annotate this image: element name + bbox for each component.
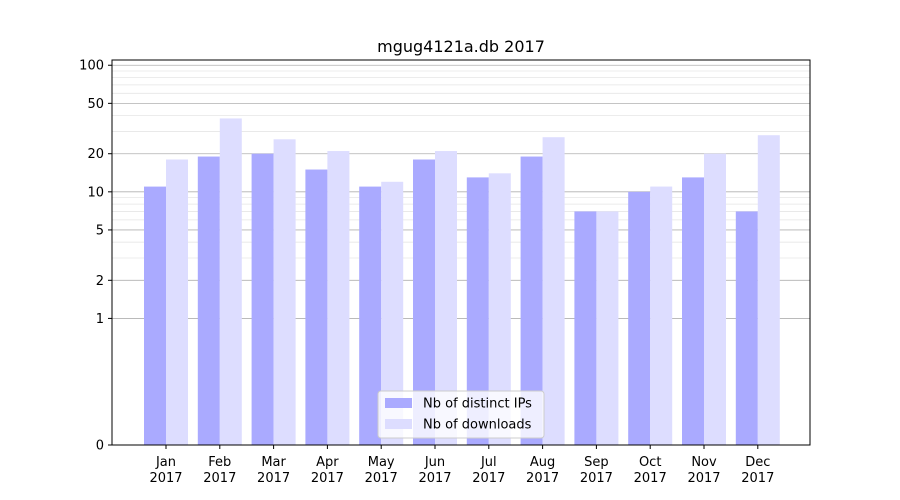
- bars: [144, 118, 780, 446]
- x-tick-label-month: Nov: [691, 455, 717, 470]
- x-tick-label-month: Jan: [155, 455, 176, 470]
- bar-distinct-ips: [251, 153, 274, 446]
- bar-downloads: [327, 151, 350, 445]
- x-tick-label-month: Sep: [584, 455, 609, 470]
- bar-distinct-ips: [628, 191, 651, 445]
- bar-downloads: [596, 211, 619, 445]
- bar-downloads: [542, 137, 565, 446]
- bar-downloads: [488, 173, 511, 445]
- x-tick-label-year: 2017: [741, 471, 774, 486]
- x-tick-label-month: Jul: [480, 455, 497, 470]
- y-tick-label: 10: [87, 185, 104, 200]
- x-tick-label-month: Oct: [639, 455, 661, 470]
- y-tick-label: 5: [96, 223, 104, 238]
- x-tick-label-year: 2017: [526, 471, 559, 486]
- x-tick-label-year: 2017: [203, 471, 236, 486]
- x-tick-label-month: Feb: [208, 455, 231, 470]
- y-tick-label: 2: [96, 274, 104, 289]
- x-tick-label-month: May: [368, 455, 395, 470]
- bar-distinct-ips: [520, 156, 543, 446]
- chart-title: mgug4121a.db 2017: [377, 37, 545, 56]
- legend-label: Nb of distinct IPs: [423, 397, 532, 412]
- y-tick-label: 0: [96, 439, 104, 454]
- legend: Nb of distinct IPs Nb of downloads: [377, 390, 545, 439]
- bar-distinct-ips: [682, 177, 704, 446]
- bar-distinct-ips: [305, 169, 328, 445]
- bar-distinct-ips: [144, 186, 166, 446]
- bar-distinct-ips: [413, 159, 435, 445]
- bar-downloads: [435, 151, 457, 445]
- y-axis: 0 1 2 5 10 20 50 100: [79, 59, 112, 454]
- legend-label: Nb of downloads: [423, 418, 532, 433]
- bar-downloads: [704, 153, 726, 446]
- x-tick-label-year: 2017: [149, 471, 182, 486]
- plot-frame: [111, 59, 811, 446]
- x-tick-label-month: Dec: [745, 455, 770, 470]
- x-tick-label-month: Aug: [530, 455, 555, 470]
- legend-swatch: [385, 398, 412, 408]
- x-tick-label-year: 2017: [257, 471, 290, 486]
- x-tick-label-year: 2017: [418, 471, 451, 486]
- y-tick-label: 20: [87, 147, 104, 162]
- bar-distinct-ips: [466, 177, 489, 446]
- bar-downloads: [219, 118, 242, 445]
- bar-distinct-ips: [735, 211, 758, 445]
- bar-distinct-ips: [574, 211, 597, 445]
- y-tick-label: 100: [79, 59, 104, 74]
- bar-downloads: [166, 159, 188, 445]
- legend-swatch: [385, 419, 412, 429]
- x-axis: Jan2017Feb2017Mar2017Apr2017May2017Jun20…: [149, 445, 774, 486]
- legend-box: [377, 390, 545, 439]
- x-tick-label-month: Jun: [424, 455, 445, 470]
- x-tick-label-year: 2017: [687, 471, 720, 486]
- x-tick-label-year: 2017: [311, 471, 344, 486]
- x-tick-label-year: 2017: [365, 471, 398, 486]
- x-tick-label-month: Mar: [261, 455, 286, 470]
- x-tick-label-month: Apr: [316, 455, 339, 470]
- y-tick-label: 1: [96, 312, 104, 327]
- x-tick-label-year: 2017: [634, 471, 667, 486]
- bar-downloads: [757, 135, 780, 445]
- y-tick-label: 50: [87, 97, 104, 112]
- x-tick-label-year: 2017: [472, 471, 505, 486]
- bar-downloads: [273, 139, 296, 445]
- bar-distinct-ips: [197, 156, 220, 446]
- x-tick-label-year: 2017: [580, 471, 613, 486]
- bar-distinct-ips: [359, 186, 382, 446]
- bar-downloads: [381, 181, 404, 445]
- bar-downloads: [650, 186, 673, 446]
